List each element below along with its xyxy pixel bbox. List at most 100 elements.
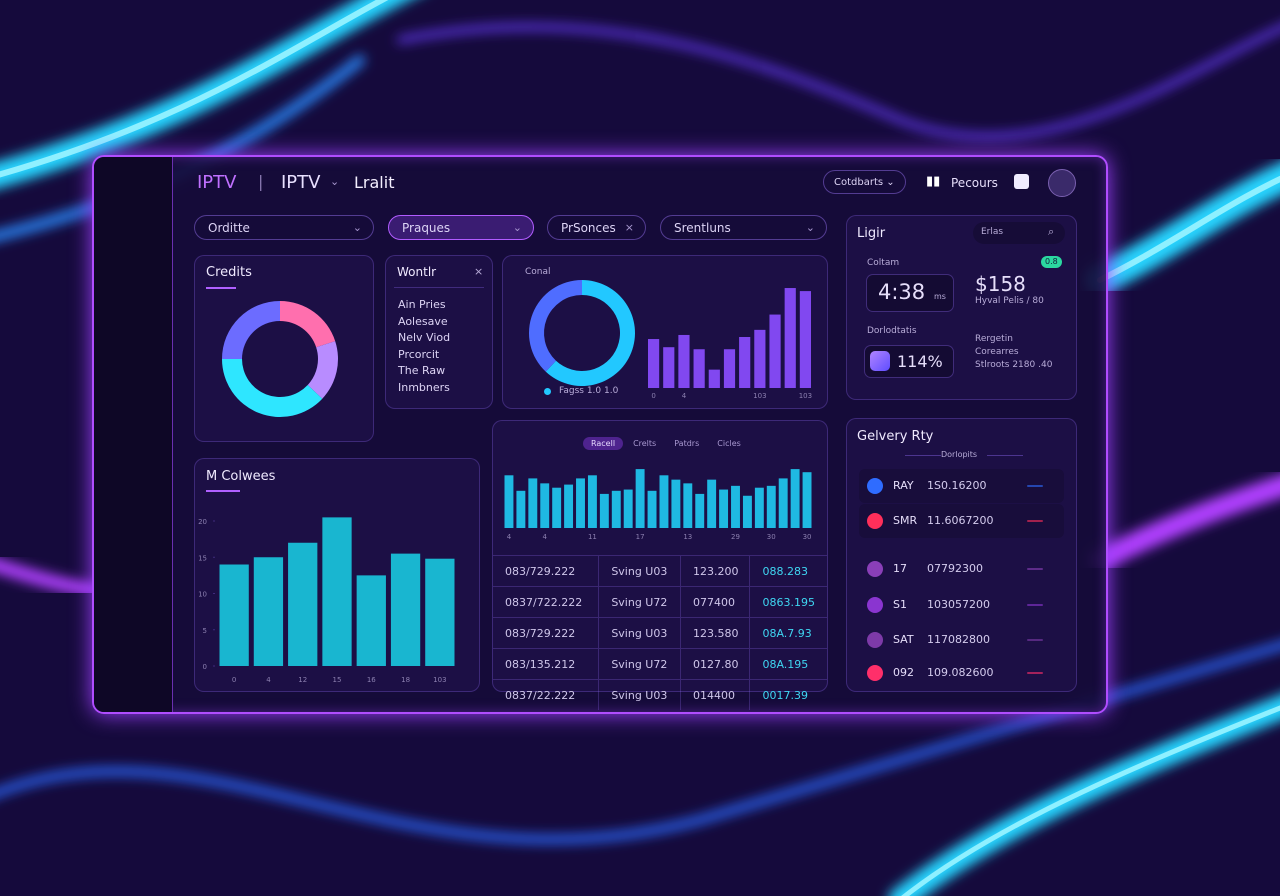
divider [987, 455, 1023, 456]
x-tick-label: 30 [767, 533, 776, 541]
legend-dot [544, 388, 551, 395]
table-cell: 08A.7.93 [749, 617, 827, 649]
bar [790, 469, 800, 528]
activity-card: Racell Crelts Patdrs Cicles 4 4 11 17 13 29 30 30 … [492, 420, 828, 710]
bar [723, 349, 736, 388]
card-label: Conal [525, 267, 551, 277]
amount: $158 [975, 272, 1026, 296]
bar [552, 487, 562, 528]
delivery-row[interactable]: S1 103057200 [859, 588, 1064, 622]
delivery-trend [1027, 639, 1043, 641]
filter-icon: × [624, 221, 634, 234]
activity-table: 083/729.222 Sving U03 123.200 088.283 0837/7… [493, 555, 827, 710]
bar [719, 489, 729, 528]
card-subtitle: Dorlopits [941, 450, 978, 459]
section[interactable]: IPTV [281, 172, 321, 193]
delivery-row[interactable]: RAY 1S0.16200 [859, 469, 1064, 503]
bar [219, 564, 249, 666]
list-item[interactable]: Nelv Viod [398, 331, 451, 344]
search-box[interactable]: Erlas ⌕ [973, 222, 1065, 244]
filter-icon: ⌄ [805, 221, 815, 234]
bar [322, 517, 352, 666]
filter[interactable]: PrSonces × [547, 215, 646, 240]
bar [742, 495, 752, 528]
donut-segment [545, 280, 635, 386]
rate-label: Dorlodtatis [867, 326, 917, 336]
tab[interactable]: Crelts [633, 439, 657, 448]
filter-label: Praques [402, 221, 451, 235]
tabs: Racell Crelts Patdrs Cicles [583, 431, 751, 450]
list-item[interactable]: Inmbners [398, 380, 450, 394]
filter-icon: ⌄ [352, 221, 362, 234]
delivery-value: 11.6067200 [927, 514, 994, 527]
delivery-trend [1027, 568, 1043, 570]
y-tick-label: 15 [198, 554, 207, 562]
bar [504, 475, 514, 528]
delivery-value: 07792300 [927, 562, 983, 575]
x-tick-label: 16 [367, 676, 376, 684]
delivery-icon [867, 632, 883, 648]
amount-note: Hyval Pelis / 80 [975, 296, 1044, 306]
list-item[interactable]: Ain Pries [398, 298, 446, 311]
bar [784, 288, 796, 388]
bar [754, 487, 764, 528]
bar [528, 478, 538, 528]
x-tick-label: 30 [803, 533, 812, 541]
underline [206, 490, 240, 492]
filter-label: PrSonces [561, 221, 616, 235]
x-tick-label: 15 [333, 676, 342, 684]
card-title: M Colwees [206, 469, 276, 484]
bar [707, 479, 717, 528]
notification-icon[interactable] [1014, 174, 1029, 189]
list-item[interactable]: The Raw [398, 364, 446, 377]
bar [731, 485, 740, 528]
bar [754, 329, 766, 388]
delivery-row[interactable]: SMR 11.6067200 [859, 504, 1064, 538]
bar [659, 475, 669, 528]
avatar[interactable] [1048, 169, 1076, 197]
table-cell: Sving U72 [598, 586, 681, 618]
delivery-row[interactable]: SAT 117082800 [859, 623, 1064, 657]
brand: IPTV [197, 172, 237, 193]
y-tick-label: 20 [198, 518, 207, 526]
table-row: 083/729.222 Sving U03 123.200 088.283 [493, 555, 827, 587]
bar [708, 369, 720, 388]
bar [253, 557, 284, 666]
delivery-row[interactable]: 092 109.082600 [859, 656, 1064, 690]
x-tick-label: 12 [298, 676, 307, 684]
time-box: 4:38 ms [866, 274, 954, 312]
overview-charts: 0 4 103 103 [528, 280, 812, 400]
filter[interactable]: Srentluns ⌄ [660, 215, 827, 240]
tab[interactable]: Cicles [717, 439, 741, 448]
notes: Rergetin Corearres Stlroots 2180 .40 [975, 334, 1052, 373]
card-title: Ligir [857, 226, 886, 241]
bar [802, 472, 812, 528]
delivery-code: 17 [893, 562, 907, 575]
rate-icon [870, 351, 890, 371]
list-item[interactable]: Prcorcit [398, 347, 440, 361]
stats-card: Ligir Erlas ⌕ Coltam 4:38 ms $158 0.8 Hy… [846, 215, 1077, 400]
tab[interactable]: Racell [583, 437, 624, 450]
chevron: ⌄ [330, 175, 340, 188]
donut-segment [222, 301, 280, 359]
delivery-icon [867, 478, 883, 494]
close-icon[interactable]: × [474, 265, 484, 278]
user-name[interactable]: Pecours [951, 176, 998, 190]
bar [695, 493, 705, 528]
table-cell: 123.580 [680, 617, 750, 649]
activity-chart: 4 4 11 17 13 29 30 30 [504, 469, 812, 541]
x-tick-label: 11 [588, 533, 597, 541]
columns-chart: 0 5 10 15 20 0 4 12 15 16 18 103 [198, 517, 455, 684]
x-tick-label: 0 [232, 676, 236, 684]
menu-dropdown[interactable]: Cotdbarts ⌄ [823, 170, 906, 194]
bar [683, 483, 693, 528]
filter[interactable]: Orditte ⌄ [194, 215, 374, 240]
list-item[interactable]: Aolesave [398, 314, 448, 328]
x-tick-label: 103 [433, 676, 446, 684]
tab[interactable]: Patdrs [674, 439, 700, 448]
filter[interactable]: Praques ⌄ [388, 215, 534, 240]
bar [693, 349, 705, 388]
delivery-code: RAY [893, 479, 914, 492]
delivery-row[interactable]: 17 07792300 [859, 552, 1064, 586]
time-label: Coltam [867, 258, 900, 268]
